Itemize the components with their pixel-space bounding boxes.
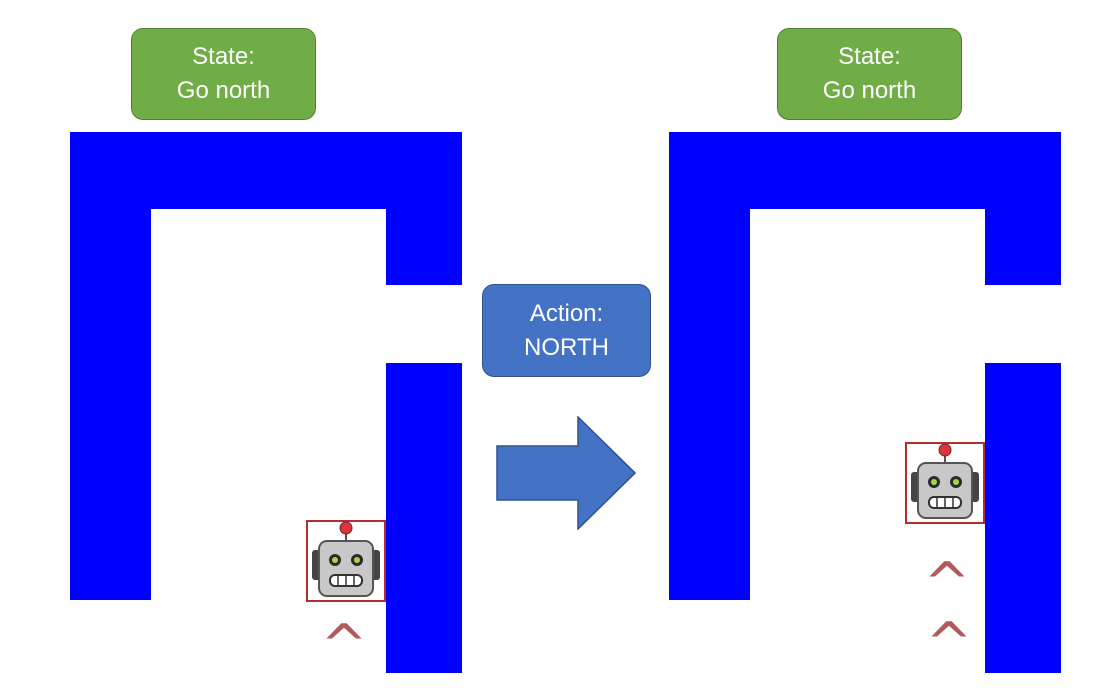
- left-wall-right-upper: [386, 209, 462, 285]
- right-wall-top: [669, 132, 1061, 209]
- right-wall-right-lower: [985, 363, 1061, 673]
- action-box: Action: NORTH: [482, 284, 651, 377]
- right-caret-1: ^: [923, 551, 971, 616]
- right-caret-2: ^: [925, 611, 973, 676]
- left-wall-top: [70, 132, 462, 209]
- left-state-value: Go north: [176, 77, 271, 104]
- left-state-label: State:: [192, 43, 255, 70]
- left-wall-left: [70, 209, 151, 600]
- right-robot-icon: [905, 442, 985, 524]
- left-state-box: State: Go north: [131, 28, 316, 120]
- left-caret-1: ^: [320, 613, 368, 678]
- right-maze-panel: State: Go north ^ ^: [669, 0, 1069, 696]
- right-wall-left: [669, 209, 750, 600]
- right-state-value: Go north: [822, 77, 917, 104]
- action-value: NORTH: [524, 333, 609, 361]
- right-wall-right-upper: [985, 209, 1061, 285]
- right-state-label: State:: [838, 43, 901, 70]
- right-arrow-icon: [496, 415, 637, 531]
- left-robot-icon: [306, 520, 386, 602]
- right-state-box: State: Go north: [777, 28, 962, 120]
- action-label: Action:: [529, 299, 604, 327]
- left-wall-right-lower: [386, 363, 462, 673]
- left-maze-panel: State: Go north ^: [70, 0, 470, 696]
